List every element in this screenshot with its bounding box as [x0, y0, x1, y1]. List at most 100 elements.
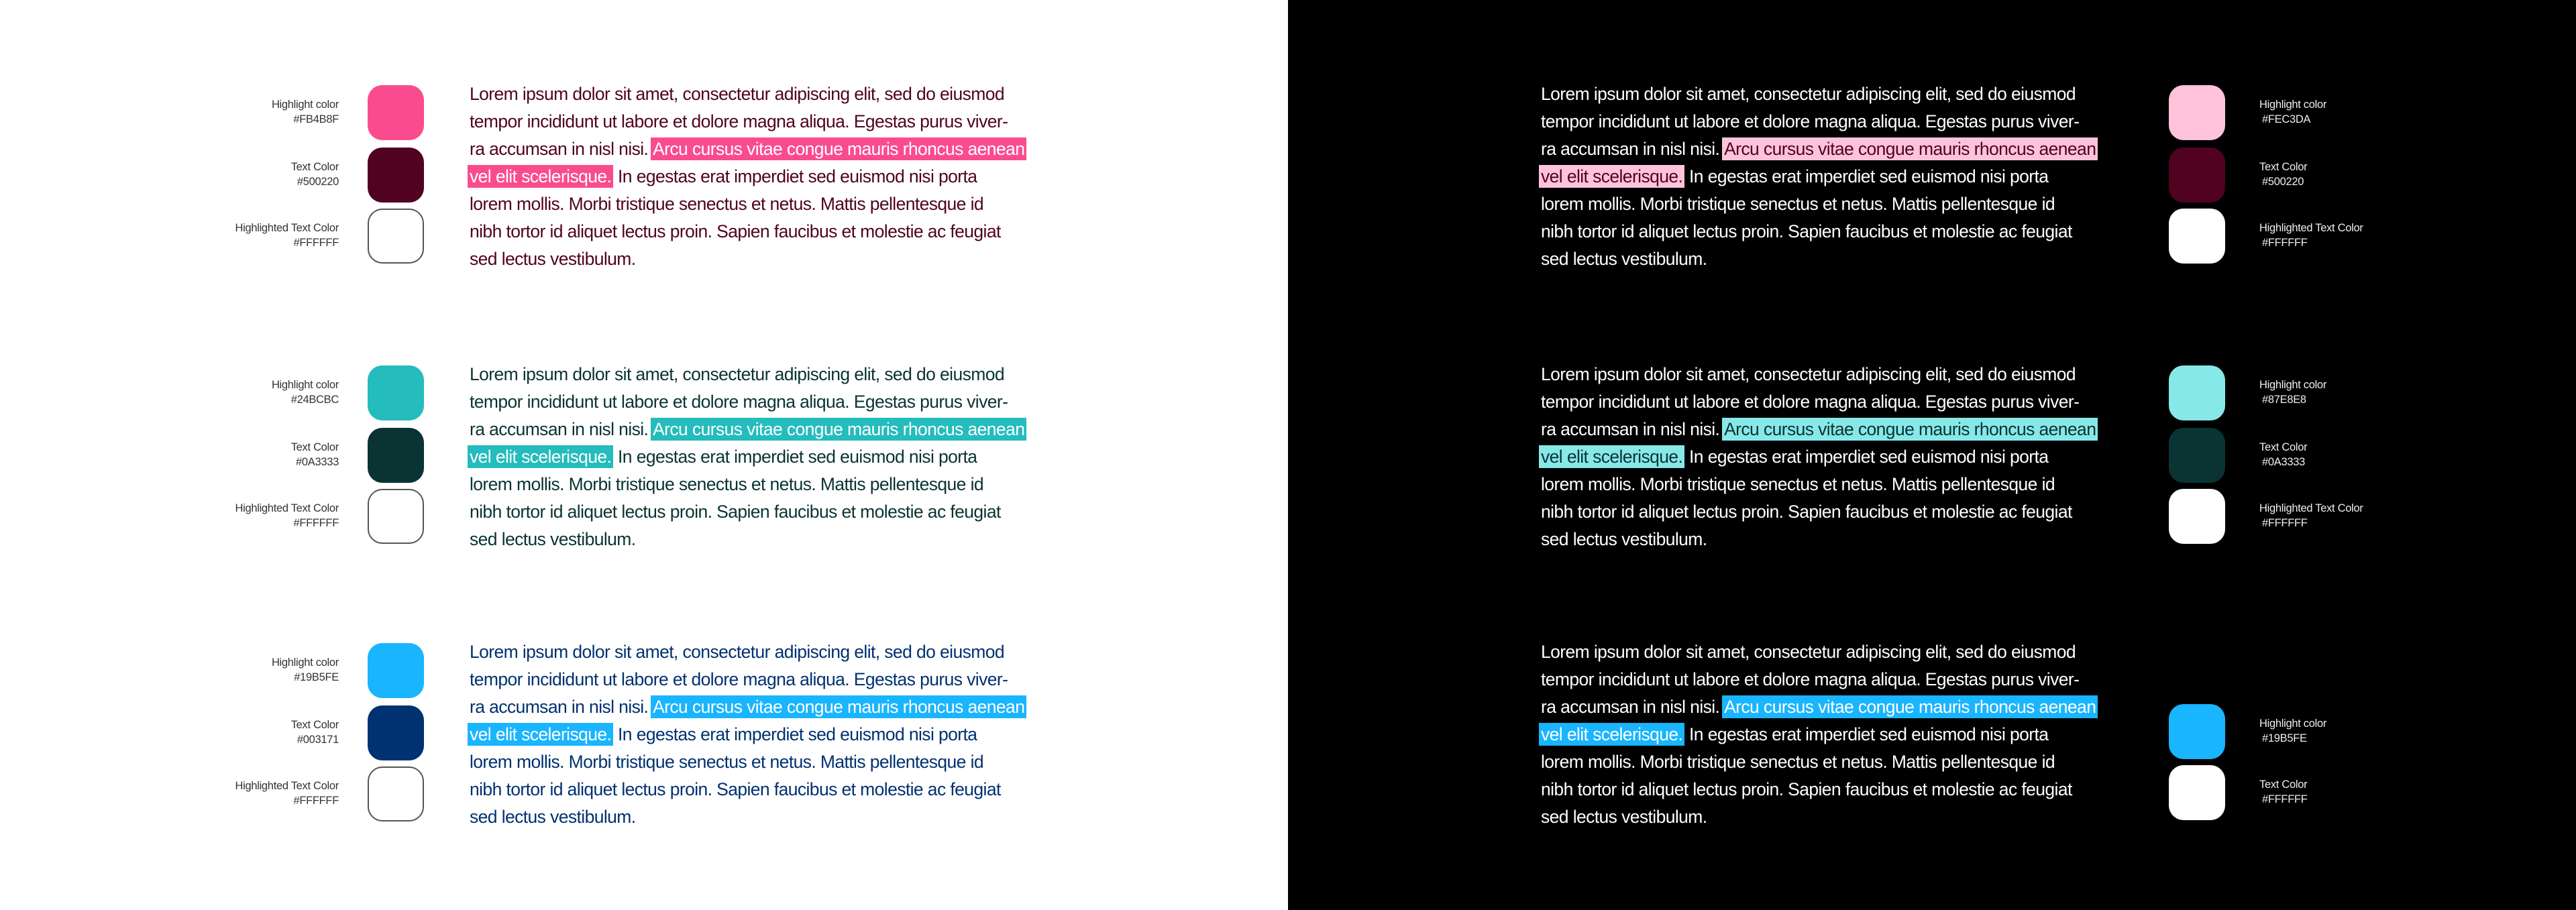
swatch-name: Highlight color — [2259, 99, 2327, 111]
paragraph-text: Lorem ipsum dolor sit amet, consectetur … — [1541, 84, 2076, 104]
swatch-name: Highlight color — [271, 99, 339, 111]
paragraph-line: vel elit scelerisque. In egestas erat im… — [1539, 443, 2145, 471]
swatch-hex: #19B5FE — [2262, 732, 2307, 744]
swatch-hex: #FFFFFF — [2262, 517, 2308, 529]
swatch-name: Highlighted Text Color — [235, 502, 339, 514]
paragraph-text: tempor incididunt ut labore et dolore ma… — [1541, 111, 2080, 131]
paragraph-text: ra accumsan in nisl nisi. — [1541, 697, 1725, 717]
paragraph-line: lorem mollis. Morbi tristique senectus e… — [470, 748, 1073, 776]
swatch-name: Text Color — [290, 441, 339, 453]
swatch-label: Highlighted Text Color #FFFFFF — [138, 779, 339, 808]
paragraph-text: lorem mollis. Morbi tristique senectus e… — [470, 752, 984, 772]
swatch-hex: #500220 — [297, 176, 339, 188]
light-theme-panel: Lorem ipsum dolor sit amet, consectetur … — [138, 80, 1073, 831]
paragraph-line: ra accumsan in nisl nisi. Arcu cursus vi… — [470, 135, 1073, 163]
lorem-paragraph: Lorem ipsum dolor sit amet, consectetur … — [468, 638, 1073, 831]
paragraph-line: nibh tortor id aliquet lectus proin. Sap… — [1541, 498, 2145, 526]
color-swatch — [2169, 148, 2225, 203]
color-swatch — [368, 85, 424, 140]
swatch-hex: #87E8E8 — [2262, 394, 2306, 406]
paragraph-line: tempor incididunt ut labore et dolore ma… — [1541, 666, 2145, 693]
swatch-label: Highlighted Text Color #FFFFFF — [2259, 501, 2363, 530]
paragraph-text: ra accumsan in nisl nisi. — [470, 697, 653, 717]
swatch-label: Text Color #500220 — [138, 160, 339, 189]
highlighted-text: vel elit scelerisque. — [1539, 165, 1685, 188]
color-swatch — [368, 148, 424, 203]
paragraph-line: tempor incididunt ut labore et dolore ma… — [1541, 108, 2145, 135]
paragraph-line: Lorem ipsum dolor sit amet, consectetur … — [1541, 638, 2145, 666]
paragraph-line: ra accumsan in nisl nisi. Arcu cursus vi… — [1541, 416, 2145, 443]
paragraph-text: Lorem ipsum dolor sit amet, consectetur … — [1541, 642, 2076, 662]
paragraph-text: sed lectus vestibulum. — [1541, 807, 1707, 827]
color-swatch — [2169, 85, 2225, 140]
highlighted-text: vel elit scelerisque. — [468, 445, 614, 468]
paragraph-line: lorem mollis. Morbi tristique senectus e… — [470, 190, 1073, 218]
swatch-hex: #FFFFFF — [2262, 237, 2308, 249]
color-swatch — [2169, 365, 2225, 420]
paragraph-text: In egestas erat imperdiet sed euismod ni… — [613, 447, 977, 467]
paragraph-text: nibh tortor id aliquet lectus proin. Sap… — [470, 779, 1001, 799]
paragraph-line: nibh tortor id aliquet lectus proin. Sap… — [470, 776, 1073, 803]
highlighted-text: Arcu cursus vitae congue mauris rhoncus … — [1722, 137, 2098, 160]
paragraph-line: sed lectus vestibulum. — [470, 245, 1073, 273]
color-swatch — [2169, 209, 2225, 264]
paragraph-line: vel elit scelerisque. In egestas erat im… — [468, 721, 1073, 748]
paragraph-text: ra accumsan in nisl nisi. — [470, 419, 653, 439]
paragraph-text: ra accumsan in nisl nisi. — [1541, 419, 1725, 439]
paragraph-line: ra accumsan in nisl nisi. Arcu cursus vi… — [470, 693, 1073, 721]
swatch-label: Text Color #500220 — [2259, 160, 2308, 189]
highlighted-text: Arcu cursus vitae congue mauris rhoncus … — [1722, 418, 2098, 441]
paragraph-line: lorem mollis. Morbi tristique senectus e… — [1541, 190, 2145, 218]
swatch-hex: #FFFFFF — [293, 795, 339, 807]
paragraph-text: sed lectus vestibulum. — [1541, 249, 1707, 269]
swatch-label: Text Color #FFFFFF — [2259, 777, 2308, 807]
swatch-hex: #500220 — [2262, 176, 2304, 188]
paragraph-line: vel elit scelerisque. In egestas erat im… — [468, 443, 1073, 471]
paragraph-line: lorem mollis. Morbi tristique senectus e… — [1541, 748, 2145, 776]
swatch-hex: #0A3333 — [296, 456, 339, 468]
swatch-hex: #FEC3DA — [2262, 113, 2311, 125]
swatch-name: Highlighted Text Color — [2259, 502, 2363, 514]
highlighted-text: Arcu cursus vitae congue mauris rhoncus … — [651, 695, 1027, 718]
lorem-paragraph: Lorem ipsum dolor sit amet, consectetur … — [468, 80, 1073, 273]
paragraph-line: Lorem ipsum dolor sit amet, consectetur … — [470, 361, 1073, 388]
paragraph-line: sed lectus vestibulum. — [470, 526, 1073, 553]
swatch-hex: #FFFFFF — [293, 517, 339, 529]
color-swatch — [368, 365, 424, 420]
highlighted-text: vel elit scelerisque. — [468, 723, 614, 746]
swatch-label: Text Color #003171 — [138, 718, 339, 747]
swatch-hex: #FFFFFF — [293, 237, 339, 249]
paragraph-line: vel elit scelerisque. In egestas erat im… — [1539, 721, 2145, 748]
lorem-paragraph: Lorem ipsum dolor sit amet, consectetur … — [1539, 80, 2145, 273]
paragraph-line: nibh tortor id aliquet lectus proin. Sap… — [470, 218, 1073, 245]
swatch-name: Text Color — [290, 161, 339, 173]
paragraph-line: sed lectus vestibulum. — [1541, 245, 2145, 273]
highlighted-text: Arcu cursus vitae congue mauris rhoncus … — [651, 137, 1027, 160]
swatch-label: Highlighted Text Color #FFFFFF — [138, 221, 339, 250]
swatch-hex: #003171 — [297, 734, 339, 746]
color-swatch — [368, 489, 424, 544]
paragraph-text: nibh tortor id aliquet lectus proin. Sap… — [1541, 779, 2072, 799]
swatch-label: Highlight color #FEC3DA — [2259, 97, 2326, 127]
paragraph-text: In egestas erat imperdiet sed euismod ni… — [1684, 447, 2049, 467]
lorem-paragraph: Lorem ipsum dolor sit amet, consectetur … — [1539, 361, 2145, 553]
paragraph-line: tempor incididunt ut labore et dolore ma… — [470, 666, 1073, 693]
color-swatch — [368, 428, 424, 483]
paragraph-line: Lorem ipsum dolor sit amet, consectetur … — [470, 80, 1073, 108]
swatch-name: Text Color — [290, 719, 339, 731]
paragraph-text: lorem mollis. Morbi tristique senectus e… — [1541, 194, 2055, 214]
swatch-label: Highlight color #87E8E8 — [2259, 378, 2326, 407]
color-swatch — [2169, 489, 2225, 544]
paragraph-text: nibh tortor id aliquet lectus proin. Sap… — [470, 221, 1001, 241]
paragraph-line: nibh tortor id aliquet lectus proin. Sap… — [1541, 218, 2145, 245]
swatch-label: Highlight color #19B5FE — [2259, 716, 2326, 746]
paragraph-line: vel elit scelerisque. In egestas erat im… — [468, 163, 1073, 190]
swatch-name: Highlight color — [271, 657, 339, 669]
swatch-name: Highlighted Text Color — [235, 222, 339, 234]
color-swatch — [368, 643, 424, 698]
paragraph-text: tempor incididunt ut labore et dolore ma… — [470, 392, 1008, 412]
swatch-name: Text Color — [2259, 441, 2308, 453]
swatch-hex: #24BCBC — [290, 394, 339, 406]
highlighted-text: Arcu cursus vitae congue mauris rhoncus … — [1722, 695, 2098, 718]
swatch-hex: #0A3333 — [2262, 456, 2305, 468]
